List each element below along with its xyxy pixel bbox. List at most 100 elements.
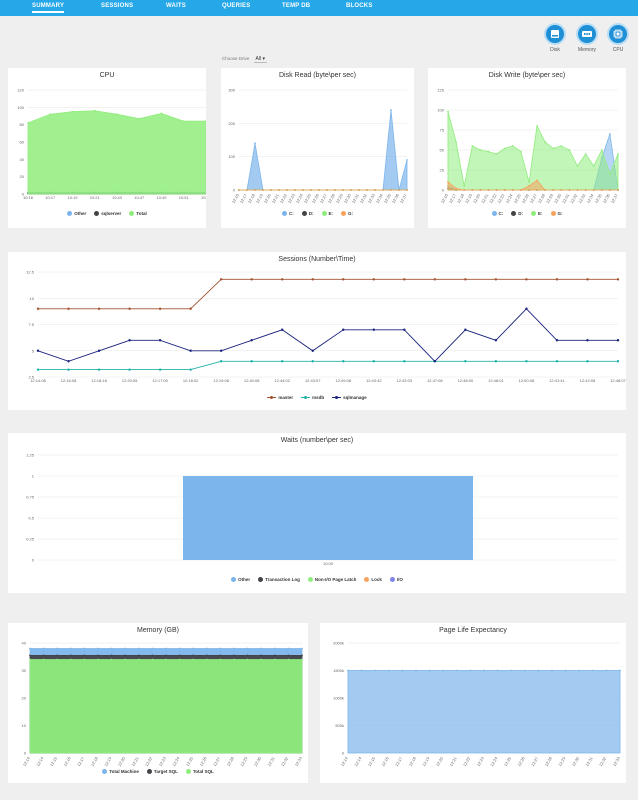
legend-marker	[550, 211, 556, 217]
data-point	[311, 360, 314, 363]
data-point	[205, 647, 208, 650]
data-point	[471, 189, 474, 191]
legend-marker	[129, 211, 135, 217]
x-tick-label: 12:22	[144, 755, 154, 767]
data-point	[42, 647, 45, 650]
data-point	[116, 113, 118, 116]
legend-item[interactable]: sqlmanage	[332, 395, 367, 400]
x-tick-label: 12:31	[351, 192, 361, 204]
data-point	[555, 278, 559, 281]
x-tick-label: 12:29	[239, 755, 249, 767]
legend-item[interactable]: G:	[550, 211, 563, 217]
data-point	[600, 149, 603, 151]
data-point	[128, 368, 131, 371]
x-tick-label: 10:19	[67, 195, 78, 200]
ple-chart-title: Page Life Expectancy	[439, 627, 507, 634]
legend-item[interactable]: Total	[129, 211, 147, 217]
x-tick-label: 12:14	[35, 755, 45, 767]
legend-item[interactable]: Total SQL	[185, 769, 214, 775]
tab-sessions[interactable]: SESSIONS	[101, 3, 134, 9]
data-point	[83, 654, 86, 657]
data-point	[110, 658, 113, 661]
legend-item[interactable]: Transaction Log	[258, 577, 300, 583]
data-point	[250, 339, 253, 342]
data-point	[552, 189, 555, 191]
legend-item[interactable]: Lock	[364, 577, 382, 583]
memory-button[interactable]: Memory	[574, 23, 600, 53]
data-point	[36, 307, 40, 310]
legend-item[interactable]: D:	[301, 211, 314, 217]
legend-marker	[231, 577, 237, 583]
data-point	[390, 109, 392, 111]
data-point	[619, 669, 621, 672]
y-tick-label: 30	[22, 668, 27, 673]
x-tick-label: 12:17	[394, 755, 404, 767]
tab-blocks[interactable]: BLOCKS	[346, 3, 373, 9]
x-tick-label: 12:24	[489, 755, 499, 767]
x-tick-label: 12:20	[263, 192, 273, 204]
data-point	[551, 669, 553, 672]
legend-item[interactable]: G:	[341, 211, 353, 217]
data-point	[576, 165, 579, 167]
data-point	[273, 647, 276, 650]
data-point	[278, 189, 280, 191]
waits-chart-panel: Waits (number\per sec) 0 0.25 0.5 0.75 1 1.25 1…	[8, 433, 626, 593]
data-point	[219, 349, 223, 352]
tab-temp-db[interactable]: TEMP DB	[282, 3, 311, 9]
x-tick-label: 12:23	[158, 755, 168, 767]
x-tick-label: 12:40:08	[244, 378, 260, 383]
data-point	[67, 307, 70, 310]
cpu-icon	[607, 23, 629, 45]
x-tick-label: 12:30	[343, 192, 353, 204]
legend-item[interactable]: msdb	[301, 395, 324, 400]
data-point	[555, 339, 559, 342]
x-tick-label: 12:22	[462, 755, 472, 767]
legend-item[interactable]: Non-I/O Page Latch	[307, 577, 356, 583]
data-point	[403, 360, 406, 363]
x-tick-label: 10:49	[156, 195, 167, 200]
legend-item[interactable]: D:	[511, 211, 523, 217]
y-tick-label: 0	[22, 192, 25, 197]
legend-item[interactable]: Total Machine	[102, 769, 139, 775]
data-point	[281, 360, 284, 363]
legend-item[interactable]: C:	[282, 211, 294, 217]
data-point	[42, 658, 45, 661]
x-tick-label: 12:16:08	[61, 378, 77, 383]
data-point	[584, 153, 587, 155]
legend-item[interactable]: Target SQL	[146, 769, 178, 775]
legend-item[interactable]: E:	[321, 211, 333, 217]
cpu-button[interactable]: CPU	[605, 23, 631, 53]
data-point	[523, 669, 526, 672]
drive-select-value: All	[255, 56, 262, 62]
drive-select[interactable]: All ▾	[253, 56, 267, 63]
legend-item[interactable]: sqlserver	[94, 211, 121, 217]
x-tick-label: 12:16	[231, 192, 241, 204]
disk-read-chart-panel: Disk Read (byte\per sec) 0 100 200 300 12:16 1…	[221, 68, 414, 228]
tab-queries[interactable]: QUERIES	[222, 3, 251, 9]
data-point	[189, 349, 192, 352]
x-tick-label: 12:26	[198, 755, 208, 767]
data-point	[124, 658, 127, 661]
data-point	[496, 669, 499, 672]
legend-item[interactable]: I/O	[389, 577, 403, 583]
tab-waits[interactable]: WAITS	[166, 3, 186, 9]
tab-summary[interactable]: SUMMARY	[32, 3, 65, 13]
legend-label: G:	[348, 211, 353, 216]
x-tick-label: 10:43	[112, 195, 123, 200]
legend-item[interactable]: master	[267, 395, 293, 400]
data-point	[471, 145, 474, 147]
legend-item[interactable]: C:	[491, 211, 503, 217]
disk-button[interactable]: Disk	[542, 23, 568, 53]
x-tick-label: 12:28	[544, 755, 554, 767]
x-tick-label: 12:14	[22, 755, 32, 767]
y-tick-label: 0.5	[28, 516, 34, 521]
drive-filter: Choose Drive All ▾	[222, 56, 267, 63]
data-point	[246, 654, 249, 657]
cpu-label: CPU	[612, 47, 624, 53]
x-tick-label: 12:15	[367, 755, 377, 767]
legend-item[interactable]: Other	[67, 211, 86, 217]
data-point	[568, 189, 571, 191]
legend-marker	[321, 211, 327, 217]
legend-item[interactable]: Other	[231, 577, 250, 583]
legend-item[interactable]: E:	[531, 211, 543, 217]
